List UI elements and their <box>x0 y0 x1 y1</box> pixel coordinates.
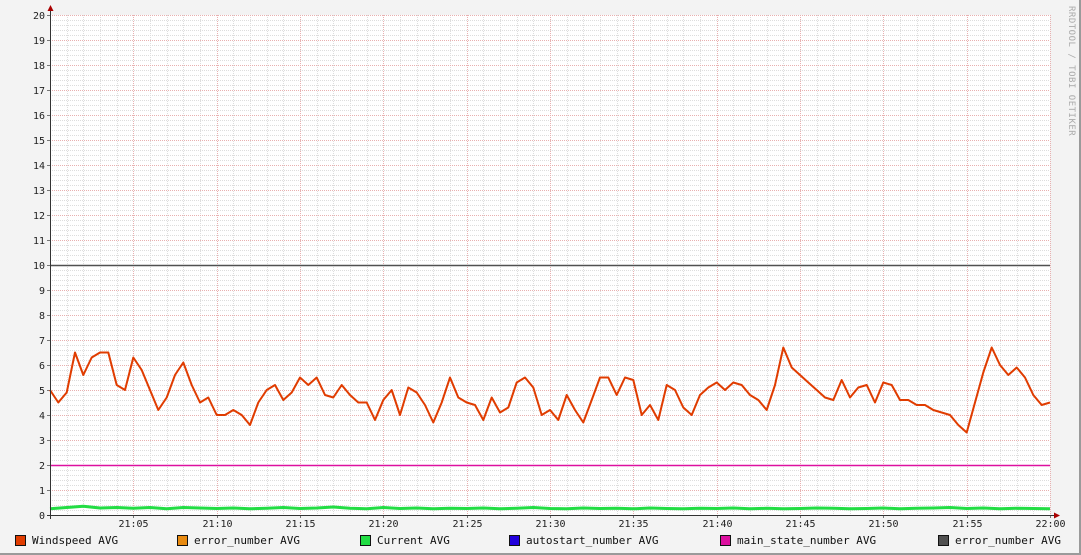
y-tick-label: 16 <box>33 111 45 122</box>
y-tick-label: 8 <box>39 311 45 322</box>
legend-swatch <box>720 535 731 546</box>
legend-swatch <box>509 535 520 546</box>
y-tick-label: 3 <box>39 436 45 447</box>
y-tick-label: 6 <box>39 361 45 372</box>
series-line-windspeed-avg <box>49 346 1051 434</box>
legend-swatch <box>360 535 371 546</box>
y-tick-label: 10 <box>33 261 45 272</box>
legend-item: Windspeed AVG <box>15 534 118 547</box>
y-tick-label: 9 <box>39 286 45 297</box>
y-tick-label: 7 <box>39 336 45 347</box>
y-tick-label: 12 <box>33 211 45 222</box>
series-line-current-avg <box>49 504 1051 511</box>
y-tick-label: 19 <box>33 36 45 47</box>
x-tick-label: 21:10 <box>202 519 232 530</box>
x-tick-label: 21:40 <box>702 519 732 530</box>
y-tick-label: 18 <box>33 61 45 72</box>
legend-label: error_number AVG <box>955 534 1061 547</box>
legend-item: error_number AVG <box>938 534 1061 547</box>
y-tick-label: 20 <box>33 11 45 22</box>
legend-swatch <box>177 535 188 546</box>
legend-label: autostart_number AVG <box>526 534 659 547</box>
x-tick-label: 21:05 <box>118 519 148 530</box>
watermark: RRDTOOL / TOBI OETIKER <box>1066 6 1076 137</box>
x-tick-label: 21:20 <box>368 519 398 530</box>
y-tick-label: 15 <box>33 136 45 147</box>
legend-item: autostart_number AVG <box>509 534 658 547</box>
y-tick-label: 4 <box>39 411 45 422</box>
legend-label: error_number AVG <box>194 534 300 547</box>
y-tick-label: 2 <box>39 461 45 472</box>
y-tick-label: 14 <box>33 161 45 172</box>
x-tick-label: 21:45 <box>785 519 815 530</box>
x-tick-label: 21:25 <box>452 519 482 530</box>
y-tick-label: 5 <box>39 386 45 397</box>
x-tick-label: 21:55 <box>952 519 982 530</box>
legend-label: Current AVG <box>377 534 450 547</box>
legend-item: error_number AVG <box>177 534 300 547</box>
x-tick-label: 21:35 <box>618 519 648 530</box>
x-tick-label: 22:00 <box>1035 519 1065 530</box>
y-tick-label: 17 <box>33 86 45 97</box>
legend-swatch <box>15 535 26 546</box>
y-tick-label: 11 <box>33 236 45 247</box>
legend-item: Current AVG <box>360 534 450 547</box>
legend-label: main_state_number AVG <box>737 534 877 547</box>
x-axis-arrow-icon <box>1054 512 1060 519</box>
y-axis-arrow-icon <box>47 5 54 11</box>
y-tick-label: 1 <box>39 486 45 497</box>
x-tick-label: 21:50 <box>868 519 898 530</box>
x-tick-label: 21:15 <box>285 519 315 530</box>
y-tick-label: 0 <box>39 511 45 522</box>
y-tick-label: 13 <box>33 186 45 197</box>
legend-label: Windspeed AVG <box>32 534 119 547</box>
legend-swatch <box>938 535 949 546</box>
x-tick-label: 21:30 <box>535 519 565 530</box>
legend-item: main_state_number AVG <box>720 534 876 547</box>
